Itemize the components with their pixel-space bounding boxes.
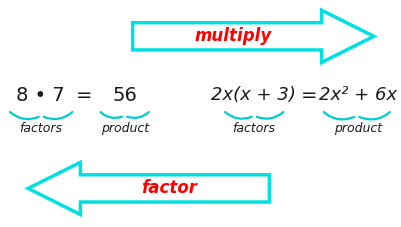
Text: factors: factors (231, 122, 274, 135)
Text: 2x(x + 3): 2x(x + 3) (210, 86, 295, 104)
Polygon shape (132, 10, 373, 62)
Polygon shape (28, 162, 269, 215)
Text: multiply: multiply (194, 27, 271, 45)
Text: =: = (76, 86, 93, 105)
Text: 56: 56 (112, 86, 137, 105)
Text: =: = (300, 86, 317, 105)
Text: 8 • 7: 8 • 7 (16, 86, 64, 105)
Text: factors: factors (19, 122, 61, 135)
Text: 2x² + 6x: 2x² + 6x (318, 86, 396, 104)
Text: product: product (100, 122, 148, 135)
Text: product: product (333, 122, 381, 135)
Text: factor: factor (140, 179, 196, 197)
